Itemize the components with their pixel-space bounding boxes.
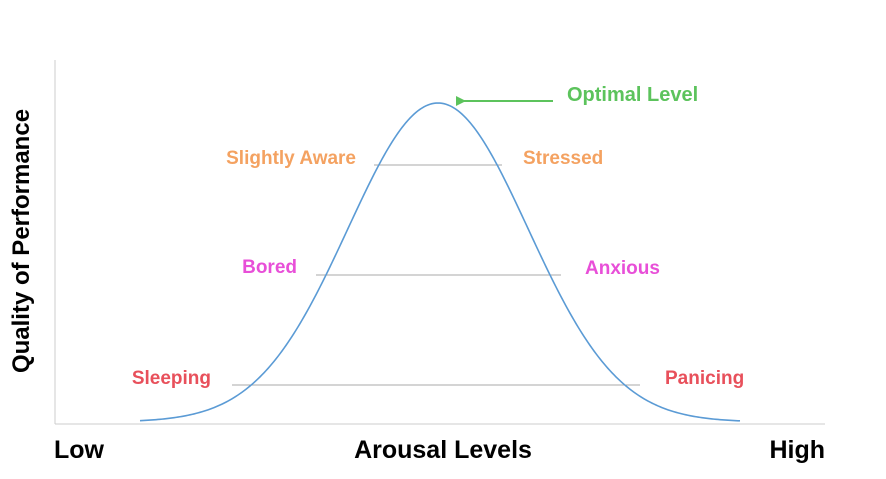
y-axis-label: Quality of Performance <box>8 109 35 373</box>
x-axis-high-label: High <box>769 436 825 464</box>
x-axis-label: Arousal Levels <box>354 436 532 464</box>
label-panicing: Panicing <box>665 368 744 389</box>
x-axis-low-label: Low <box>54 436 105 464</box>
label-slightly-aware: Slightly Aware <box>226 148 356 169</box>
label-optimal-level: Optimal Level <box>567 84 698 106</box>
label-anxious: Anxious <box>585 258 660 279</box>
label-stressed: Stressed <box>523 148 603 169</box>
label-bored: Bored <box>242 257 297 278</box>
performance-curve <box>139 102 741 422</box>
label-sleeping: Sleeping <box>132 368 211 389</box>
